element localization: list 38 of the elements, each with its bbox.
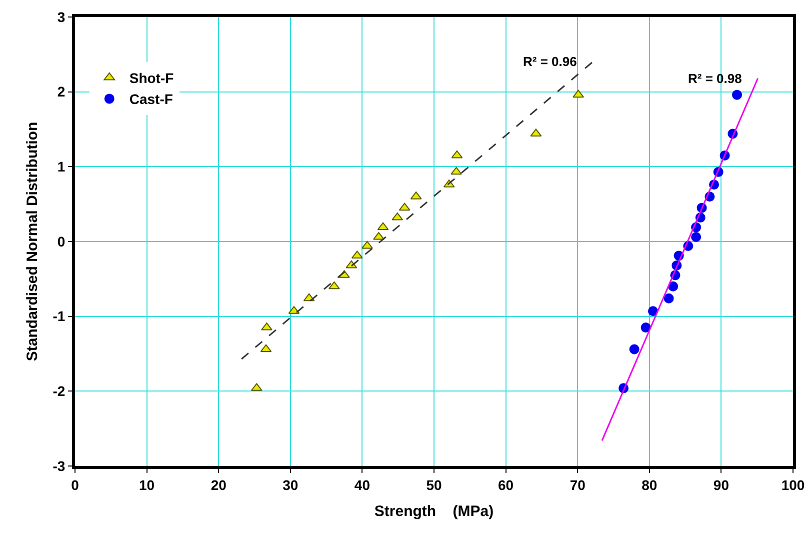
x-tick-label: 0 <box>71 476 80 493</box>
y-tick-label: -2 <box>52 383 66 400</box>
point <box>664 293 674 304</box>
x-tick-label: 100 <box>781 476 805 493</box>
x-tick-label: 40 <box>354 476 370 493</box>
point <box>451 150 463 158</box>
legend-label: Shot-F <box>129 70 174 86</box>
point <box>572 90 584 98</box>
x-tick-label: 10 <box>139 476 155 493</box>
point <box>450 166 462 175</box>
point <box>398 202 410 211</box>
point <box>640 322 651 333</box>
y-tick-label: 3 <box>57 8 66 25</box>
x-tick-label: 50 <box>426 476 442 493</box>
y-tick-label: -1 <box>52 308 66 324</box>
x-tick-label: 20 <box>210 476 227 493</box>
x-axis-title: Strength (MPa) <box>374 502 494 520</box>
point <box>732 90 742 100</box>
point <box>668 281 678 292</box>
point <box>260 344 272 352</box>
x-tick-label: 90 <box>713 476 730 493</box>
x-tick-label: 80 <box>642 476 658 493</box>
y-tick-label: 0 <box>57 233 66 250</box>
annotation: R² = 0.96 <box>523 54 577 69</box>
point <box>629 344 640 354</box>
x-tick-label: 30 <box>282 476 298 493</box>
point <box>328 281 340 290</box>
x-tick-label: 60 <box>498 476 514 493</box>
point <box>648 306 658 316</box>
point <box>691 232 702 242</box>
x-tick-label: 70 <box>570 476 586 493</box>
point <box>377 222 389 230</box>
point <box>362 240 373 249</box>
y-tick-label: -3 <box>52 458 66 474</box>
y-tick-label: 1 <box>57 158 66 175</box>
legend-label: Cast-F <box>129 91 174 108</box>
y-tick-label: 2 <box>57 84 66 100</box>
y-axis-title: Standardised Normal Distribution <box>24 122 41 362</box>
